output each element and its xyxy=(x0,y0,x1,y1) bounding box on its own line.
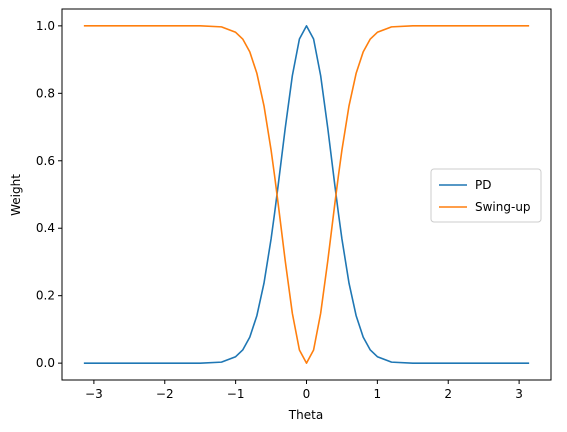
series-line-swing-up xyxy=(83,25,530,364)
y-axis: 0.0 0.2 0.4 0.6 0.8 1.0 xyxy=(36,19,62,370)
series-line-pd xyxy=(83,25,530,364)
x-tick-label: 0 xyxy=(303,387,311,401)
y-tick-label: 0.8 xyxy=(36,86,55,100)
legend-label-pd: PD xyxy=(475,178,491,192)
y-axis-label: Weight xyxy=(9,174,23,216)
series-layer xyxy=(83,25,530,364)
x-tick-label: 1 xyxy=(374,387,382,401)
x-axis: −3 −2 −1 0 1 2 3 xyxy=(85,380,523,401)
x-tick-label: 2 xyxy=(444,387,452,401)
y-tick-label: 0.6 xyxy=(36,154,55,168)
x-tick-label: −1 xyxy=(227,387,245,401)
x-tick-label: 3 xyxy=(515,387,523,401)
legend: PD Swing-up xyxy=(430,168,542,223)
y-tick-label: 0.2 xyxy=(36,289,55,303)
legend-label-swing-up: Swing-up xyxy=(475,200,531,214)
y-tick-label: 0.4 xyxy=(36,221,55,235)
x-tick-label: −3 xyxy=(85,387,103,401)
x-axis-label: Theta xyxy=(288,408,323,422)
legend-box xyxy=(430,168,542,223)
y-tick-label: 1.0 xyxy=(36,19,55,33)
y-tick-label: 0.0 xyxy=(36,356,55,370)
x-tick-label: −2 xyxy=(156,387,174,401)
